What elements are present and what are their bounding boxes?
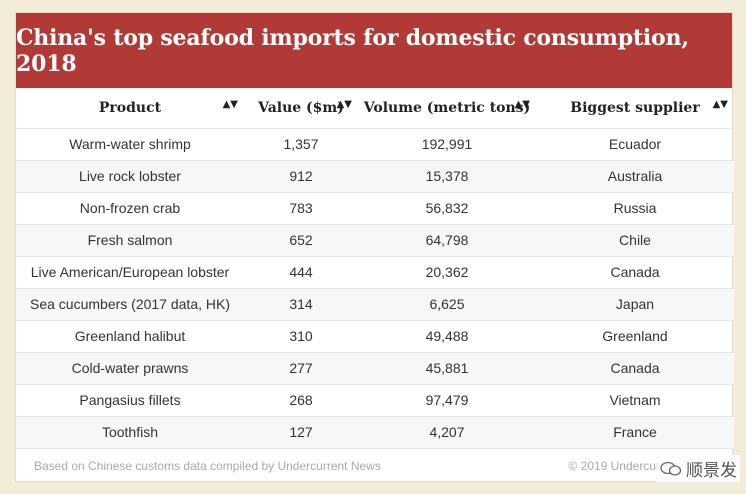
- table-row: Live American/European lobster 444 20,362 C…: [16, 256, 734, 289]
- cell-value: 652: [244, 224, 358, 257]
- column-header-product[interactable]: Product ▲▼: [16, 88, 244, 129]
- table-row: Warm-water shrimp 1,357 192,991 Ecuador: [16, 128, 734, 161]
- cell-value: 912: [244, 160, 358, 193]
- watermark-text: 顺景发: [686, 461, 737, 480]
- cell-product: Toothfish: [16, 416, 244, 449]
- cell-supplier: Vietnam: [536, 384, 734, 417]
- seafood-table: Product ▲▼ Value ($m) ▲▼ Volume (metric …: [16, 88, 734, 449]
- title-bar: China's top seafood imports for domestic…: [16, 13, 732, 88]
- cell-product: Live American/European lobster: [16, 256, 244, 289]
- cell-product: Cold-water prawns: [16, 352, 244, 385]
- cell-supplier: Chile: [536, 224, 734, 257]
- cell-product: Sea cucumbers (2017 data, HK): [16, 288, 244, 321]
- cell-value: 277: [244, 352, 358, 385]
- cell-product: Live rock lobster: [16, 160, 244, 193]
- table-row: Toothfish 127 4,207 France: [16, 416, 734, 449]
- cell-product: Non-frozen crab: [16, 192, 244, 225]
- cell-volume: 49,488: [358, 320, 536, 353]
- column-header-value[interactable]: Value ($m) ▲▼: [244, 88, 358, 129]
- cell-value: 783: [244, 192, 358, 225]
- cell-volume: 64,798: [358, 224, 536, 257]
- table-row: Greenland halibut 310 49,488 Greenland: [16, 320, 734, 353]
- cell-value: 444: [244, 256, 358, 289]
- watermark: 顺景发: [657, 455, 740, 482]
- cell-product: Greenland halibut: [16, 320, 244, 353]
- sort-icon[interactable]: ▲▼: [336, 99, 352, 110]
- cell-supplier: Canada: [536, 256, 734, 289]
- cell-volume: 15,378: [358, 160, 536, 193]
- cell-volume: 6,625: [358, 288, 536, 321]
- sort-icon[interactable]: ▲▼: [222, 99, 238, 110]
- cell-value: 310: [244, 320, 358, 353]
- cell-volume: 4,207: [358, 416, 536, 449]
- table-row: Pangasius fillets 268 97,479 Vietnam: [16, 384, 734, 417]
- footer: Based on Chinese customs data compiled b…: [16, 450, 732, 481]
- cell-supplier: Ecuador: [536, 128, 734, 161]
- cell-value: 314: [244, 288, 358, 321]
- table-row: Fresh salmon 652 64,798 Chile: [16, 224, 734, 257]
- cell-supplier: Australia: [536, 160, 734, 193]
- cell-product: Pangasius fillets: [16, 384, 244, 417]
- table-row: Sea cucumbers (2017 data, HK) 314 6,625 Jap…: [16, 288, 734, 321]
- sort-icon[interactable]: ▲▼: [514, 99, 530, 110]
- cell-supplier: Canada: [536, 352, 734, 385]
- wechat-icon: [660, 461, 682, 477]
- cell-supplier: Japan: [536, 288, 734, 321]
- cell-supplier: Greenland: [536, 320, 734, 353]
- table-title: China's top seafood imports for domestic…: [16, 24, 689, 77]
- cell-volume: 97,479: [358, 384, 536, 417]
- table-row: Live rock lobster 912 15,378 Australia: [16, 160, 734, 193]
- table-row: Cold-water prawns 277 45,881 Canada: [16, 352, 734, 385]
- source-note: Based on Chinese customs data compiled b…: [34, 458, 381, 473]
- cell-volume: 45,881: [358, 352, 536, 385]
- table-row: Non-frozen crab 783 56,832 Russia: [16, 192, 734, 225]
- cell-supplier: Russia: [536, 192, 734, 225]
- cell-volume: 192,991: [358, 128, 536, 161]
- cell-value: 127: [244, 416, 358, 449]
- cell-value: 268: [244, 384, 358, 417]
- cell-volume: 20,362: [358, 256, 536, 289]
- column-header-volume[interactable]: Volume (metric tons) ▲▼: [358, 88, 536, 129]
- cell-product: Warm-water shrimp: [16, 128, 244, 161]
- cell-value: 1,357: [244, 128, 358, 161]
- cell-product: Fresh salmon: [16, 224, 244, 257]
- table-card: China's top seafood imports for domestic…: [15, 12, 734, 482]
- cell-supplier: France: [536, 416, 734, 449]
- cell-volume: 56,832: [358, 192, 536, 225]
- column-header-supplier[interactable]: Biggest supplier ▲▼: [536, 88, 734, 129]
- sort-icon[interactable]: ▲▼: [712, 99, 728, 110]
- header-row: Product ▲▼ Value ($m) ▲▼ Volume (metric …: [16, 88, 734, 129]
